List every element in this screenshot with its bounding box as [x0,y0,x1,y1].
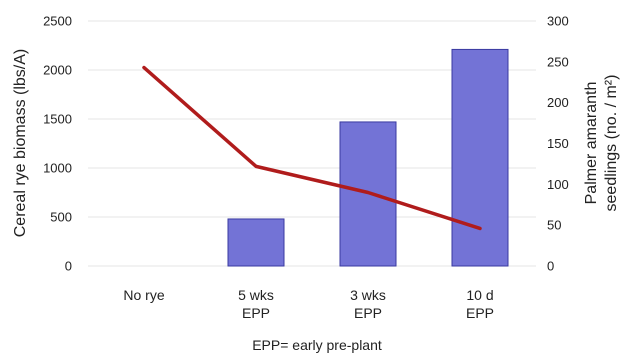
right-axis-title-line-1: Palmer amaranth [583,82,600,205]
left-tick-label: 500 [50,210,72,225]
right-tick-label: 200 [547,95,569,110]
bar [451,48,509,267]
bar [227,218,285,267]
left-axis-title: Cereal rye biomass (lbs/A) [12,49,29,238]
right-axis-title-line-2: seedlings (no. / m²) [603,75,620,212]
category-label: No rye [123,287,164,303]
left-axis-ticks: 0 500 1000 1500 2000 2500 [43,14,72,274]
series-line [142,65,482,231]
right-tick-label: 300 [547,14,569,29]
line-series [142,65,482,231]
left-tick-label: 2000 [43,63,72,78]
right-tick-label: 100 [547,177,569,192]
right-tick-label: 50 [547,218,561,233]
right-tick-label: 250 [547,54,569,69]
bar [339,121,397,267]
category-label: EPP [466,305,494,321]
category-label: EPP [354,305,382,321]
left-tick-label: 0 [65,259,72,274]
right-tick-label: 0 [547,259,554,274]
left-tick-label: 2500 [43,14,72,29]
category-labels: No rye 5 wks EPP 3 wks EPP 10 d EPP [123,287,494,321]
right-axis-ticks: 0 50 100 150 200 250 300 [547,14,569,274]
category-label: 10 d [466,287,493,303]
x-axis-title: EPP= early pre-plant [252,337,382,353]
right-tick-label: 150 [547,136,569,151]
bar-series [227,48,509,267]
category-label: 5 wks [238,287,274,303]
left-tick-label: 1000 [43,161,72,176]
category-label: EPP [242,305,270,321]
left-tick-label: 1500 [43,112,72,127]
category-label: 3 wks [350,287,386,303]
